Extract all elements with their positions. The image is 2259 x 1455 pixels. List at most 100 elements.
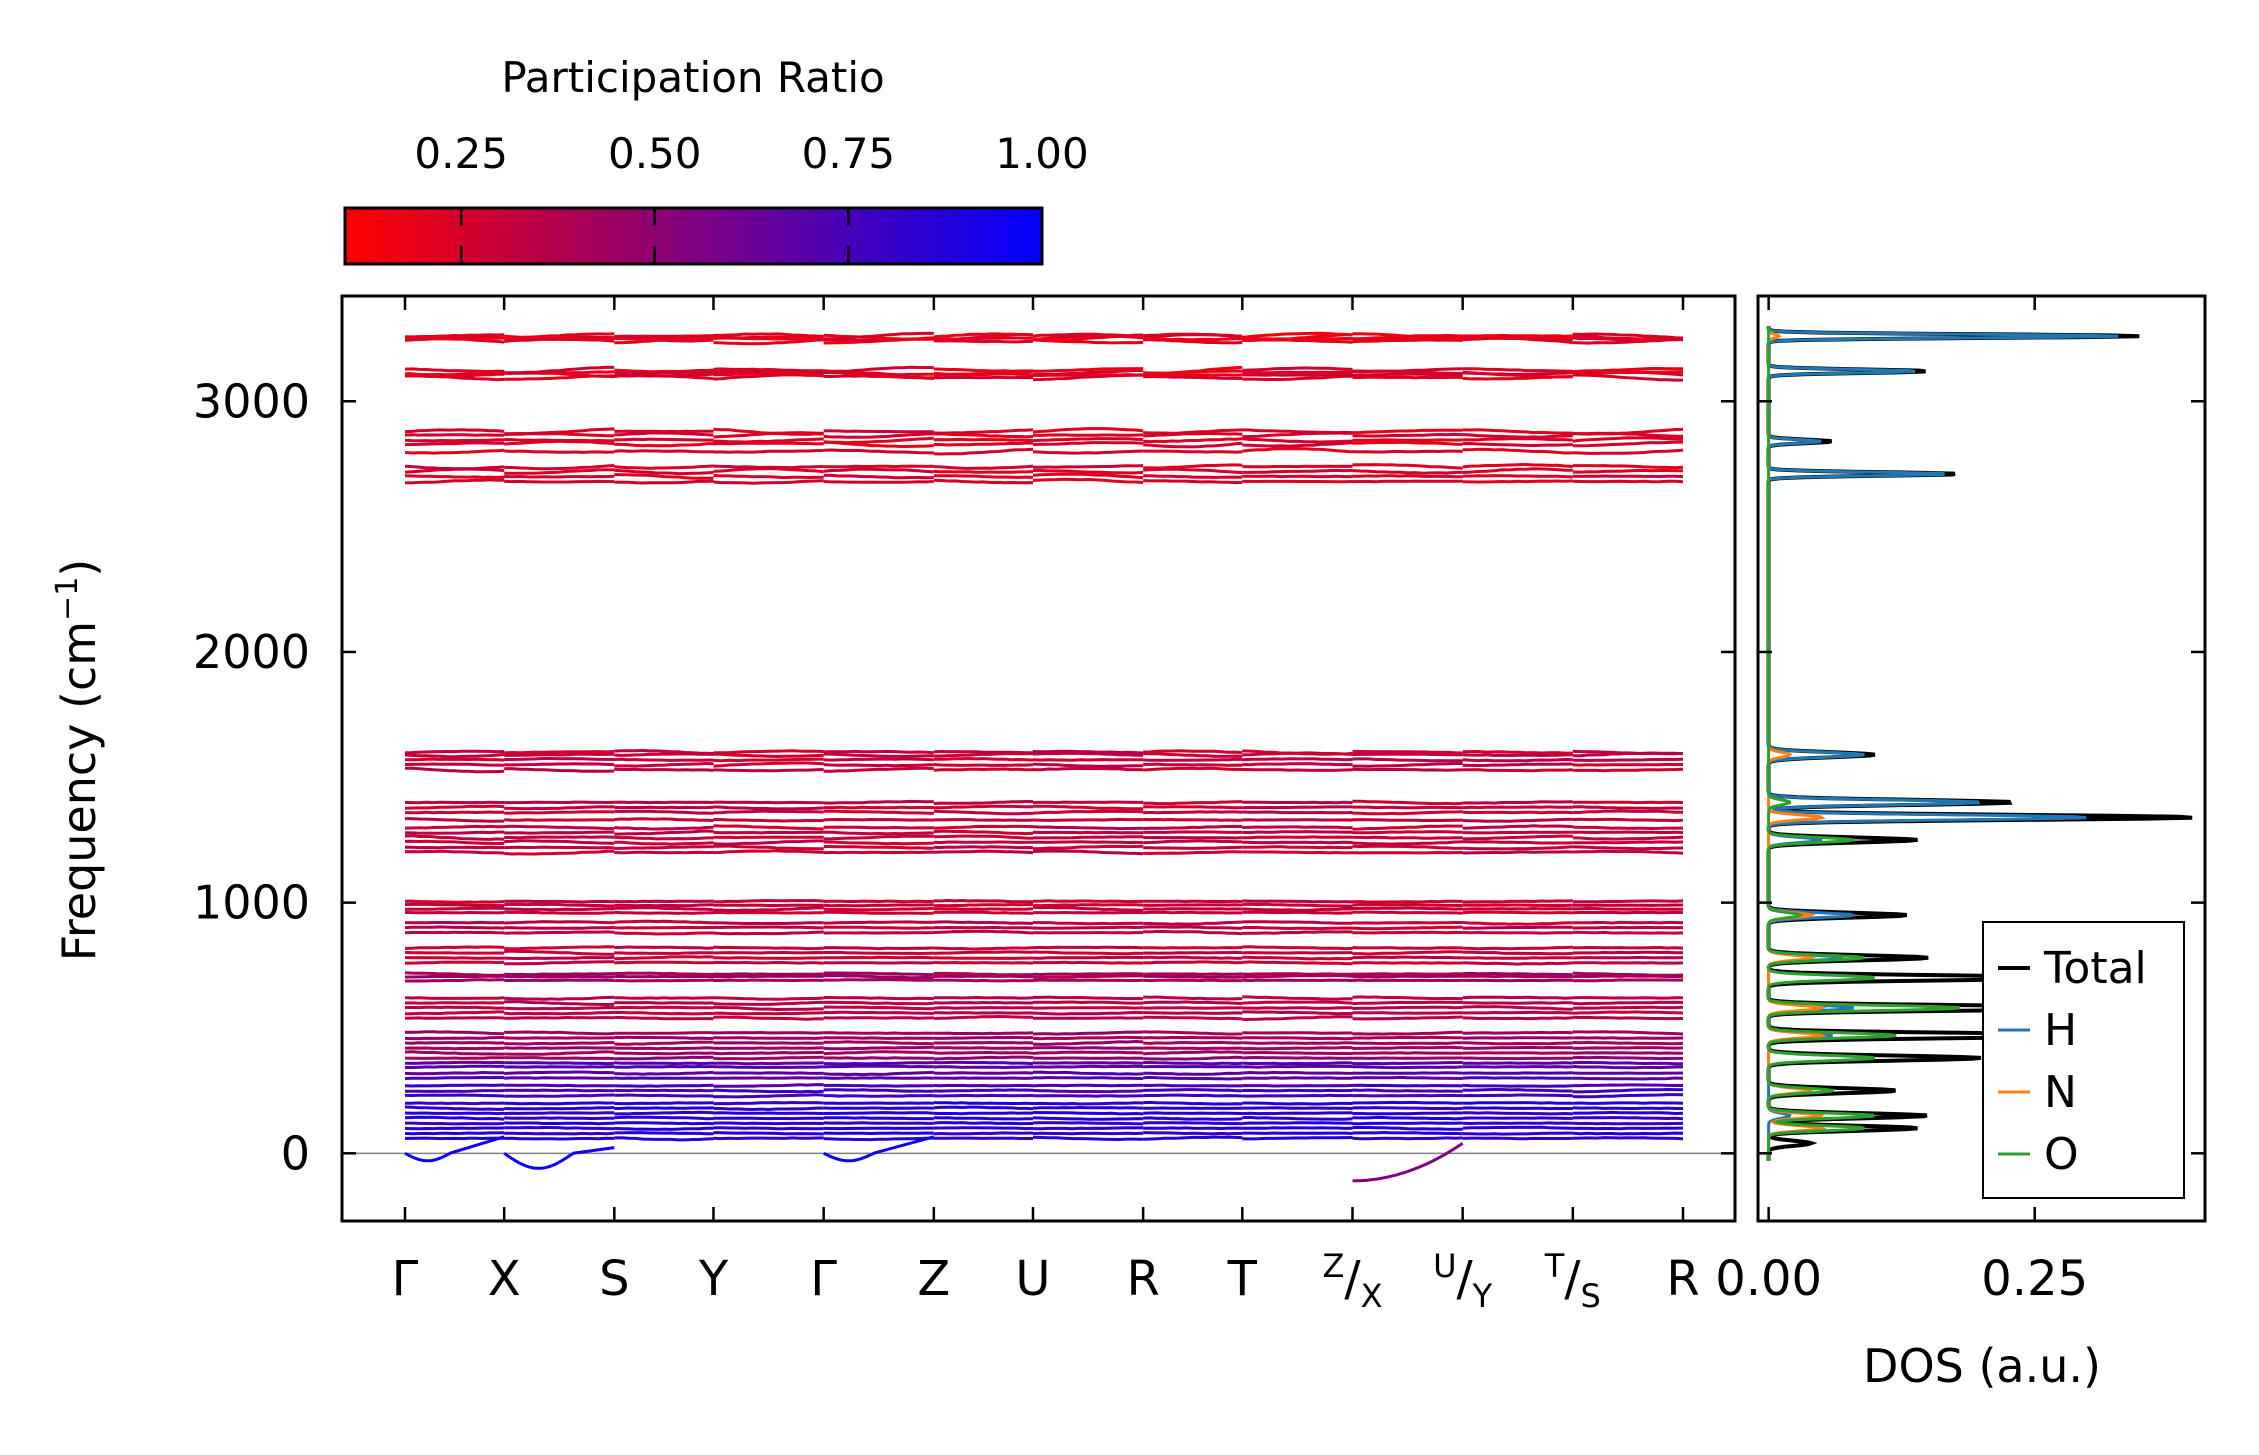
band-line bbox=[614, 473, 714, 480]
band-line bbox=[1143, 463, 1243, 470]
band-line bbox=[404, 839, 505, 846]
band-line bbox=[404, 1035, 505, 1041]
band-line bbox=[1572, 440, 1683, 448]
band-line bbox=[614, 1051, 714, 1056]
band-line bbox=[1572, 1064, 1684, 1070]
band-line bbox=[823, 1050, 934, 1056]
band-line bbox=[1572, 1106, 1683, 1111]
band-line bbox=[404, 438, 505, 443]
band-line bbox=[504, 972, 615, 977]
band-line bbox=[823, 1088, 934, 1093]
band-line bbox=[1143, 437, 1243, 444]
band-line bbox=[713, 800, 824, 805]
band-line bbox=[1032, 955, 1144, 960]
band-line bbox=[504, 902, 615, 908]
band-line bbox=[1143, 845, 1243, 850]
band-line bbox=[1572, 830, 1684, 835]
band-line bbox=[823, 1136, 934, 1142]
band-line bbox=[1032, 1050, 1144, 1055]
band-line bbox=[1242, 428, 1353, 435]
band-line bbox=[933, 1111, 1034, 1116]
band-line bbox=[713, 1065, 824, 1069]
band-line bbox=[713, 818, 824, 823]
band-line bbox=[823, 1016, 934, 1020]
band-line bbox=[1143, 1135, 1243, 1141]
band-line bbox=[1143, 850, 1243, 856]
band-line bbox=[1352, 961, 1463, 965]
band-line bbox=[823, 910, 934, 915]
band-line bbox=[1462, 333, 1573, 338]
band-line bbox=[713, 437, 824, 444]
band-line bbox=[1352, 824, 1463, 831]
band-line bbox=[1352, 1051, 1463, 1055]
band-line bbox=[713, 921, 824, 925]
band-line bbox=[933, 1083, 1034, 1088]
band-line bbox=[1032, 1105, 1144, 1110]
k-point-label: Γ bbox=[810, 1251, 837, 1307]
legend-label-n: N bbox=[2044, 1067, 2077, 1118]
band-line bbox=[933, 800, 1033, 805]
band-line bbox=[1462, 925, 1573, 930]
band-line bbox=[713, 930, 824, 936]
band-line bbox=[1352, 974, 1463, 979]
band-line bbox=[614, 906, 714, 912]
band-line bbox=[823, 464, 934, 469]
band-line bbox=[1242, 1076, 1353, 1080]
dos-x-axis-label: DOS (a.u.) bbox=[1863, 1339, 2101, 1393]
band-line bbox=[614, 767, 714, 772]
band-line bbox=[504, 479, 615, 484]
band-line bbox=[504, 332, 615, 340]
band-line bbox=[404, 956, 505, 960]
band-line bbox=[1462, 462, 1573, 469]
band-line bbox=[1032, 950, 1144, 956]
band-line bbox=[1352, 805, 1463, 810]
band-line bbox=[1572, 1126, 1684, 1131]
band-line bbox=[1462, 768, 1573, 773]
band-line bbox=[933, 1065, 1034, 1070]
band-line bbox=[933, 763, 1034, 767]
band-line bbox=[1032, 1064, 1144, 1069]
band-line bbox=[1143, 800, 1243, 806]
band-line bbox=[1572, 845, 1683, 851]
band-line bbox=[1242, 810, 1353, 815]
band-line bbox=[1143, 835, 1243, 840]
band-line bbox=[1572, 370, 1684, 375]
band-line bbox=[1352, 1125, 1463, 1131]
band-line bbox=[713, 464, 824, 470]
band-line bbox=[1242, 910, 1353, 915]
band-line bbox=[504, 1101, 615, 1106]
band-line bbox=[614, 840, 714, 846]
band-line bbox=[1242, 468, 1353, 474]
band-line bbox=[1462, 370, 1573, 377]
band-line bbox=[614, 1093, 714, 1098]
band-line bbox=[614, 951, 714, 956]
band-line bbox=[713, 768, 824, 773]
band-line bbox=[823, 1076, 934, 1080]
band-line bbox=[1242, 1131, 1353, 1135]
band-line bbox=[614, 431, 714, 437]
band-line bbox=[713, 960, 824, 965]
band-line bbox=[713, 945, 824, 951]
band-line bbox=[614, 1115, 714, 1121]
band-line bbox=[614, 1031, 714, 1035]
band-line bbox=[1033, 469, 1144, 475]
band-line bbox=[404, 1075, 505, 1080]
band-line bbox=[1352, 930, 1463, 935]
band-line bbox=[614, 479, 714, 485]
band-line bbox=[1462, 1010, 1573, 1015]
band-line bbox=[1352, 818, 1463, 823]
band-line bbox=[823, 978, 934, 982]
band-line bbox=[933, 1050, 1034, 1055]
band-line bbox=[823, 1000, 934, 1006]
band-line bbox=[1352, 1121, 1463, 1126]
band-lines bbox=[342, 331, 1735, 1183]
band-line bbox=[933, 1000, 1034, 1005]
band-line bbox=[933, 756, 1034, 762]
band-line bbox=[404, 930, 505, 935]
band-line bbox=[1143, 1061, 1243, 1066]
band-line bbox=[1143, 1055, 1243, 1061]
band-line bbox=[1032, 332, 1144, 338]
band-line bbox=[614, 829, 714, 836]
band-line bbox=[1032, 1083, 1144, 1088]
band-line bbox=[1242, 331, 1353, 339]
